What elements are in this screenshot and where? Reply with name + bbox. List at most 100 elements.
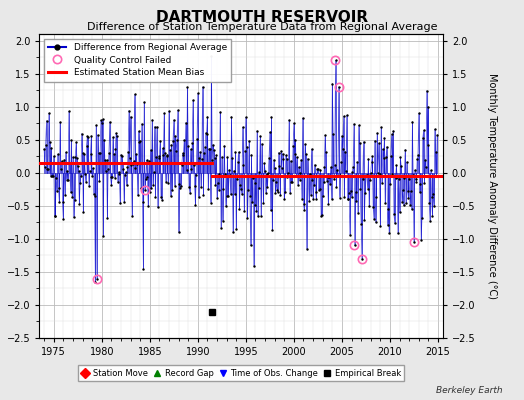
Point — [311, 188, 320, 195]
Point — [67, 189, 75, 196]
Point — [97, 117, 105, 123]
Point — [351, 242, 359, 249]
Point — [157, 194, 165, 200]
Point — [73, 163, 82, 169]
Point — [41, 142, 50, 148]
Point — [335, 194, 344, 201]
Point — [231, 149, 239, 156]
Point — [347, 194, 356, 200]
Point — [128, 213, 136, 219]
Point — [393, 174, 401, 180]
Point — [75, 201, 83, 207]
Point — [375, 140, 383, 146]
Point — [105, 119, 114, 125]
Point — [158, 196, 166, 203]
Point — [266, 129, 274, 135]
Point — [67, 137, 75, 143]
Point — [100, 137, 108, 143]
Point — [146, 146, 155, 153]
Point — [189, 97, 197, 103]
Point — [274, 189, 282, 196]
Point — [394, 230, 402, 237]
Point — [242, 114, 250, 120]
Point — [58, 199, 67, 206]
Point — [134, 192, 142, 198]
Point — [258, 173, 267, 179]
Point — [170, 117, 178, 123]
Point — [231, 191, 239, 198]
Point — [207, 53, 215, 59]
Point — [168, 187, 177, 193]
Point — [402, 159, 411, 165]
Point — [398, 199, 406, 205]
Text: Difference of Station Temperature Data from Regional Average: Difference of Station Temperature Data f… — [87, 22, 437, 32]
Point — [300, 206, 309, 213]
Point — [223, 193, 231, 199]
Point — [287, 158, 295, 164]
Point — [352, 198, 361, 204]
Point — [213, 194, 221, 201]
Point — [89, 165, 97, 171]
Point — [82, 178, 90, 185]
Point — [92, 122, 100, 128]
Point — [97, 120, 106, 126]
Point — [419, 135, 427, 141]
Point — [361, 190, 369, 196]
Point — [299, 201, 308, 207]
Point — [217, 154, 226, 160]
Point — [373, 130, 381, 136]
Point — [206, 199, 215, 206]
Legend: Station Move, Record Gap, Time of Obs. Change, Empirical Break: Station Move, Record Gap, Time of Obs. C… — [78, 365, 404, 381]
Point — [196, 149, 204, 155]
Point — [182, 167, 191, 174]
Point — [59, 216, 68, 222]
Point — [235, 206, 244, 213]
Point — [165, 108, 173, 114]
Point — [379, 155, 388, 161]
Point — [217, 225, 225, 231]
Point — [124, 148, 133, 155]
Point — [285, 117, 293, 123]
Point — [418, 215, 426, 221]
Point — [424, 104, 433, 110]
Point — [397, 163, 406, 169]
Point — [212, 152, 221, 158]
Point — [149, 169, 158, 175]
Point — [342, 168, 350, 174]
Point — [294, 164, 303, 170]
Point — [407, 188, 415, 195]
Point — [57, 166, 65, 172]
Point — [66, 160, 74, 166]
Point — [170, 182, 179, 189]
Point — [229, 229, 237, 236]
Point — [365, 202, 373, 209]
Point — [233, 176, 241, 182]
Point — [111, 146, 119, 152]
Point — [407, 206, 416, 212]
Point — [253, 128, 261, 134]
Point — [193, 136, 201, 142]
Point — [344, 196, 353, 202]
Point — [71, 154, 80, 161]
Point — [246, 242, 255, 249]
Point — [391, 174, 400, 181]
Point — [84, 134, 92, 140]
Point — [414, 152, 422, 158]
Point — [215, 171, 224, 177]
Point — [377, 124, 385, 130]
Point — [247, 151, 256, 158]
Point — [90, 190, 98, 197]
Point — [230, 168, 238, 174]
Point — [303, 156, 312, 162]
Point — [298, 196, 306, 202]
Point — [355, 140, 364, 146]
Point — [275, 163, 283, 169]
Point — [330, 176, 338, 182]
Point — [426, 218, 434, 224]
Point — [420, 180, 429, 186]
Point — [384, 206, 392, 212]
Point — [337, 159, 345, 166]
Point — [372, 194, 380, 200]
Point — [307, 192, 315, 198]
Point — [255, 169, 264, 176]
